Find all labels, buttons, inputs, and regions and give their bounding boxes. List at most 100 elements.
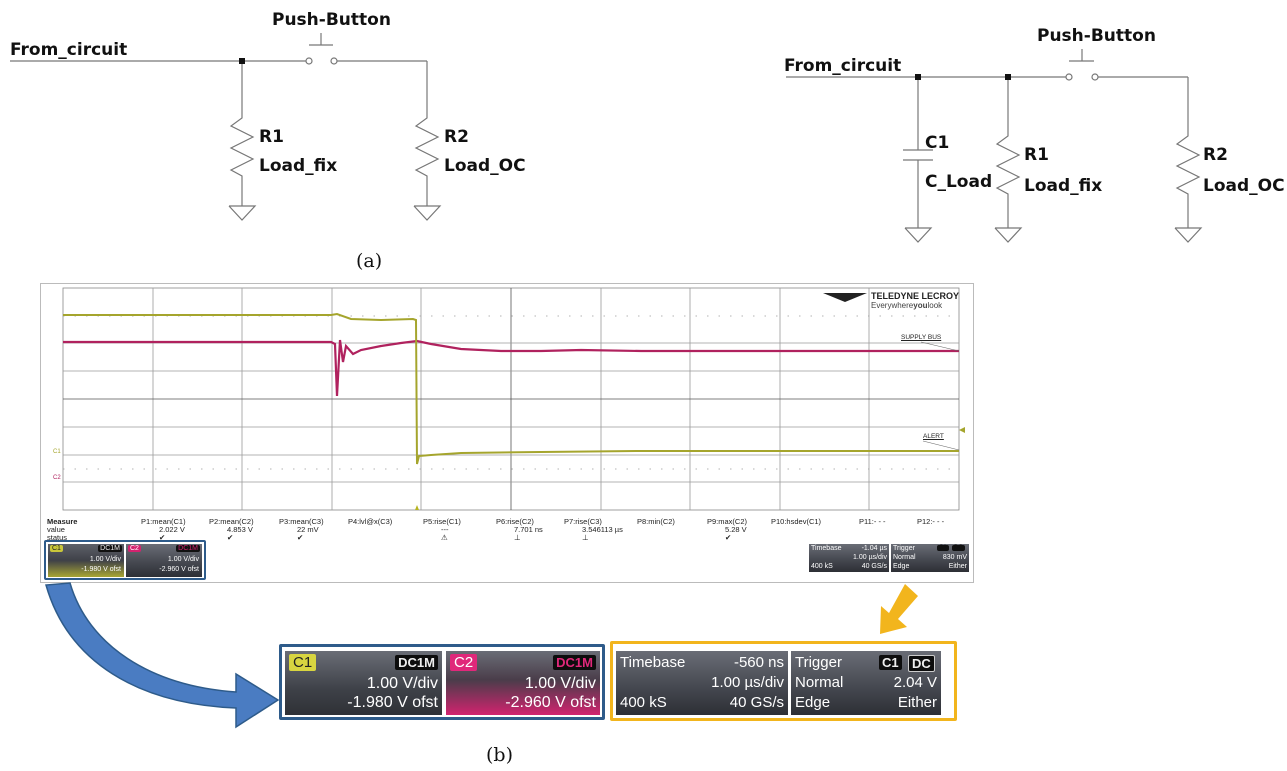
measure-status: ⚠	[441, 533, 448, 542]
zoom-c2-panel[interactable]: C2 DC1M 1.00 V/div -2.960 V ofst	[446, 651, 600, 715]
small-trigger-title: Trigger	[893, 545, 915, 552]
teledyne-wings-icon	[823, 293, 867, 302]
r2-name-b: R2	[1203, 145, 1228, 165]
zoom-trigger-level: 2.04 V	[893, 674, 937, 691]
input-label-a: From_circuit	[10, 40, 127, 60]
measure-value: 2.022 V	[159, 525, 185, 534]
measure-name[interactable]: P8:min(C2)	[637, 517, 675, 526]
measure-value: 3.546113 µs	[582, 525, 623, 534]
zoom-timebase-title: Timebase	[620, 654, 686, 671]
measure-name[interactable]: P7:rise(C3)	[564, 517, 602, 526]
teledyne-logo: TELEDYNE LECROY Everywhereyoulook	[823, 291, 959, 310]
junction-node	[1005, 74, 1011, 80]
zoom-c2-offset: -2.960 V ofst	[505, 694, 596, 711]
zoom-trigger-mode: Normal	[795, 674, 844, 691]
c1-marker-label: C1	[53, 449, 61, 455]
zoom-trigger-type: Edge	[795, 694, 831, 711]
small-trigger-level: 830 mV	[942, 554, 967, 561]
measure-value: ---	[441, 525, 449, 534]
small-trigger-coupling: DC	[952, 545, 965, 551]
caption-a: (a)	[356, 250, 383, 272]
r1-value-b: Load_fix	[1024, 176, 1102, 196]
zoom-c1-tag: C1	[289, 654, 317, 671]
measure-name[interactable]: P3:mean(C3)	[279, 517, 324, 526]
measure-value: 4.853 V	[227, 525, 253, 534]
input-label-b: From_circuit	[784, 56, 901, 76]
small-timebase-samples: 400 kS	[811, 563, 833, 570]
alert-label: ALERT	[923, 433, 944, 440]
small-timebase-sample-rate: 40 GS/s	[861, 563, 887, 570]
brand-name: TELEDYNE LECROY	[871, 291, 960, 301]
r2-name-a: R2	[444, 127, 469, 147]
small-c1-coupling: DC1M	[98, 545, 122, 552]
measure-name[interactable]: P12:- - -	[917, 517, 945, 526]
zoom-trigger-slope: Either	[897, 694, 937, 711]
zoom-timebase-delay: -560 ns	[733, 654, 784, 671]
measure-name[interactable]: P2:mean(C2)	[209, 517, 254, 526]
r1-name-a: R1	[259, 127, 284, 147]
zoom-timebase-sample-rate: 40 GS/s	[729, 694, 784, 711]
caption-b: (b)	[486, 744, 513, 766]
trace-c2	[63, 339, 959, 397]
small-trigger-mode: Normal	[893, 554, 916, 561]
c2-marker-label: C2	[53, 475, 61, 481]
small-trigger-panel[interactable]: Trigger C1 DC Normal 830 mV Edge Either	[891, 544, 969, 572]
zoom-c1-offset: -1.980 V ofst	[347, 694, 438, 711]
small-c2-scale: 1.00 V/div	[167, 556, 199, 563]
small-timebase-panel[interactable]: Timebase -1.04 µs 1.00 µs/div 400 kS 40 …	[809, 544, 889, 572]
schematics: From_circuit Push-Button R1 Load_fix R2 …	[10, 10, 1285, 243]
zoom-c2-tag: C2	[450, 654, 478, 671]
measure-row-label: value	[47, 525, 65, 534]
measure-status: ✔	[159, 533, 166, 542]
small-c2-panel[interactable]: C2 DC1M 1.00 V/div -2.960 V ofst	[126, 544, 202, 577]
r2-value-a: Load_OC	[444, 156, 526, 176]
junction-node	[915, 74, 921, 80]
zoom-channel-box	[279, 644, 605, 720]
zoom-trigger-panel[interactable]: Trigger C1 DC Normal 2.04 V Edge Either	[791, 651, 941, 715]
r1-value-a: Load_fix	[259, 156, 337, 176]
r2-value-b: Load_OC	[1203, 176, 1285, 196]
small-c2-tag: C2	[128, 545, 141, 552]
small-trigger-type: Edge	[893, 563, 910, 570]
button-label-b: Push-Button	[1037, 26, 1156, 46]
yellow-zoom-arrow	[880, 584, 918, 634]
junction-node	[239, 58, 245, 64]
small-timebase-rate: 1.00 µs/div	[853, 554, 887, 561]
measure-status: ⊥	[582, 533, 589, 542]
zoom-trigger-coupling: DC	[908, 655, 935, 672]
zoom-timebase-trigger-box	[610, 641, 957, 721]
channel-highlight-box	[44, 540, 206, 580]
measure-name[interactable]: P10:hsdev(C1)	[771, 517, 822, 526]
small-c1-tag: C1	[50, 545, 63, 552]
measure-status: ⊥	[514, 533, 521, 542]
zoom-timebase-samples: 400 kS	[620, 694, 667, 711]
measure-value: 7.701 ns	[514, 525, 543, 534]
measure-name[interactable]: P6:rise(C2)	[496, 517, 534, 526]
measure-name[interactable]: P4:lvl@x(C3)	[348, 517, 393, 526]
small-c1-panel[interactable]: C1 DC1M 1.00 V/div -1.980 V ofst	[48, 544, 124, 577]
measure-name[interactable]: P1:mean(C1)	[141, 517, 186, 526]
zoom-c1-coupling: DC1M	[395, 655, 438, 670]
measure-name[interactable]: P5:rise(C1)	[423, 517, 461, 526]
measure-status: ✔	[227, 533, 234, 542]
zoom-trigger-title: Trigger	[795, 654, 842, 671]
oscilloscope-screenshot: TELEDYNE LECROY Everywhereyoulook SUPPLY…	[40, 283, 974, 583]
zoom-c2-scale: 1.00 V/div	[524, 675, 596, 692]
small-trigger-source: C1	[937, 545, 949, 551]
measure-name[interactable]: P11:- - -	[859, 517, 886, 526]
small-trigger-slope: Either	[948, 563, 967, 570]
brand-tagline: Everywhereyoulook	[871, 301, 943, 310]
small-c1-scale: 1.00 V/div	[89, 556, 121, 563]
supply-bus-label: SUPPLY BUS	[901, 334, 942, 341]
trigger-level-marker	[959, 427, 965, 433]
small-timebase-title: Timebase	[811, 545, 842, 552]
measure-row-label: Measure	[47, 517, 78, 526]
zoom-c1-panel[interactable]: C1 DC1M 1.00 V/div -1.980 V ofst	[285, 651, 442, 715]
zoom-timebase-panel[interactable]: Timebase -560 ns 1.00 µs/div 400 kS 40 G…	[616, 651, 788, 715]
measure-name[interactable]: P9:max(C2)	[707, 517, 748, 526]
c1-value-b: C_Load	[925, 172, 992, 192]
zoom-c1-scale: 1.00 V/div	[366, 675, 438, 692]
small-c2-offset: -2.960 V ofst	[159, 566, 199, 573]
measure-row-label: status	[47, 533, 68, 542]
trigger-marker	[415, 505, 419, 510]
